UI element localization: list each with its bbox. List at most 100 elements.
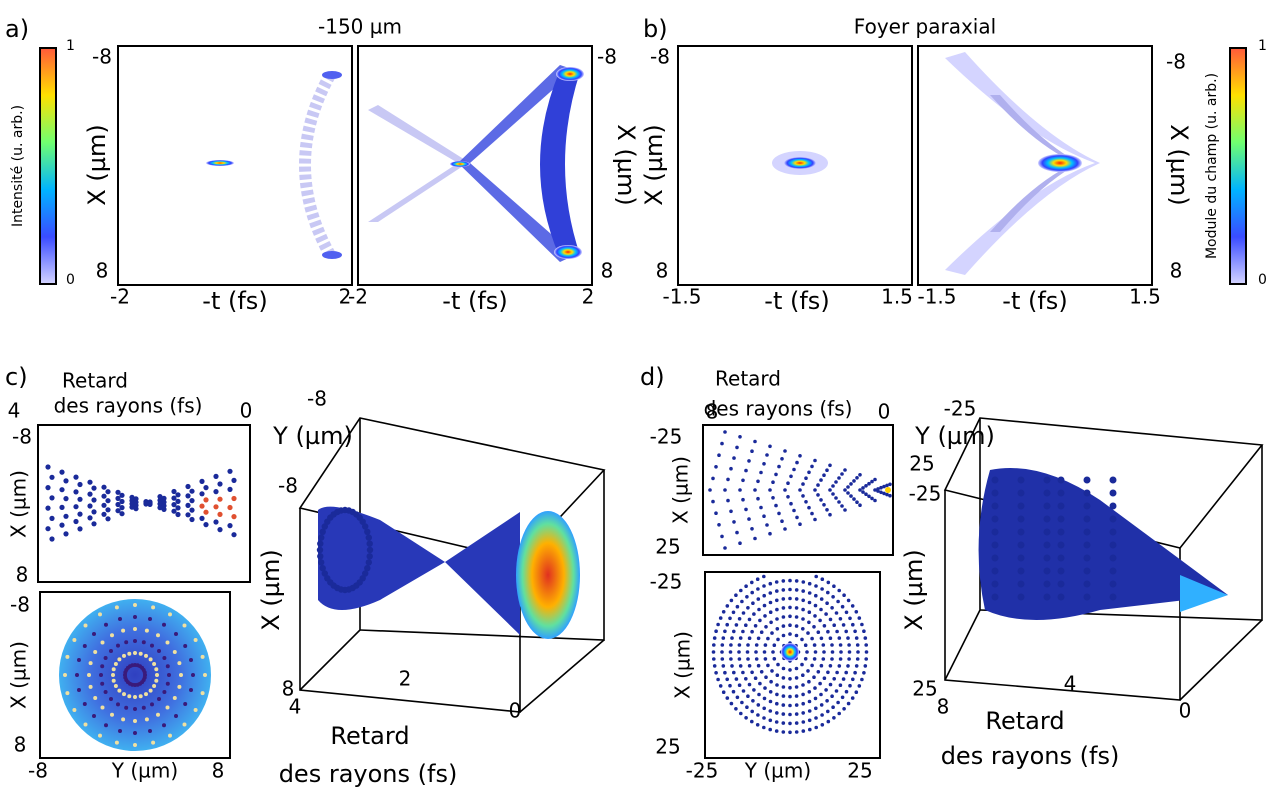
ray-dot	[747, 636, 752, 640]
ray-dot	[830, 650, 835, 654]
ray-dot	[816, 493, 820, 497]
delay-label: Retard	[330, 722, 409, 750]
ray-dot	[864, 484, 868, 488]
ray-dot	[91, 485, 97, 491]
ray-dot	[77, 511, 83, 517]
ray-dot	[867, 481, 871, 486]
ray-dot	[720, 534, 724, 539]
ray-dot	[144, 692, 148, 697]
ray-dot	[885, 492, 889, 497]
ray-dot	[840, 472, 844, 476]
ray-dot	[750, 590, 754, 595]
ray-dot	[103, 690, 108, 694]
x-tick-label: -2	[348, 285, 368, 309]
ray-dot	[154, 678, 159, 683]
ray-cone	[978, 468, 1228, 620]
ray-dot	[77, 481, 83, 488]
ray-pattern	[711, 574, 869, 735]
ray-dot	[199, 491, 205, 497]
ray-dot	[843, 508, 847, 512]
ray-dot	[834, 611, 839, 615]
ray-dot	[1057, 515, 1065, 523]
ray-dot	[849, 494, 853, 498]
ray-dot	[110, 712, 114, 717]
ray-dot	[177, 684, 182, 689]
ray-dot	[193, 638, 198, 642]
ray-dot	[855, 476, 859, 480]
ray-dot	[755, 723, 760, 727]
ray-dot	[115, 495, 121, 501]
ray-dot	[781, 694, 786, 698]
ray-dot	[729, 598, 734, 603]
ray-dot	[754, 657, 759, 661]
box-edge	[1179, 619, 1263, 701]
ray-dot	[852, 479, 856, 483]
ray-dot	[788, 694, 792, 699]
inset-title: des rayons (fs)	[54, 394, 203, 418]
ray-dot	[879, 485, 883, 490]
ray-dot	[227, 486, 233, 492]
ray-dot	[768, 591, 773, 595]
ray-dot	[801, 482, 805, 486]
ray-dot	[105, 507, 111, 513]
ray-dot	[716, 622, 720, 627]
ray-dot	[157, 697, 161, 701]
ray-dot	[762, 716, 766, 720]
y-tick-label: 8	[601, 259, 614, 283]
ray-dot	[835, 670, 839, 675]
ray-dot	[45, 526, 51, 532]
ray-dot	[771, 496, 775, 500]
ray-dot	[814, 574, 818, 579]
ray-dot	[114, 740, 119, 745]
ray-dot	[147, 501, 153, 507]
ray-dot	[798, 454, 802, 458]
ray-dot	[165, 664, 170, 669]
x-axis-label: X (µm)	[257, 549, 285, 630]
ray-dot	[712, 657, 716, 661]
ray-dot	[133, 506, 139, 512]
ray-dot	[819, 498, 823, 502]
ray-dot	[231, 532, 237, 538]
plot-frame	[702, 424, 894, 556]
ray-dot	[807, 679, 811, 684]
ray-dot	[171, 488, 177, 495]
ray-dot	[825, 699, 829, 703]
ray-dot	[832, 584, 836, 588]
ray-dot	[753, 488, 757, 492]
ray-dot	[737, 683, 742, 687]
ray-dot	[781, 633, 786, 638]
ray-dot	[362, 523, 369, 530]
ray-dot	[213, 519, 219, 525]
ray-center	[781, 643, 799, 661]
ray-dot	[1043, 580, 1051, 588]
ray-dot	[735, 445, 739, 450]
ray-dot	[807, 699, 812, 704]
ray-dot	[825, 508, 829, 512]
ray-dot	[855, 500, 859, 505]
ray-dot	[168, 612, 172, 617]
ray-dot	[822, 473, 826, 478]
ray-dot	[794, 666, 799, 671]
ray-dot	[843, 468, 847, 472]
ray-dot	[762, 514, 766, 518]
ray-dot	[751, 699, 755, 703]
ray-dot	[144, 628, 149, 633]
ray-dot	[774, 729, 779, 733]
ray-dot	[814, 593, 818, 598]
ray-dot	[133, 639, 137, 643]
ray-dot	[754, 650, 758, 654]
ray-dot	[723, 546, 727, 550]
ray-dot	[828, 682, 833, 687]
ray-dot	[762, 696, 767, 701]
ray-dot	[826, 629, 830, 634]
ray-dot	[133, 627, 137, 631]
y-tick-label: 8	[96, 259, 109, 283]
ray-dot	[175, 498, 181, 504]
ray-dot	[77, 496, 83, 502]
ray-dot	[816, 483, 820, 487]
ray-dot	[718, 684, 723, 688]
ray-dot	[45, 464, 51, 470]
colorbar-tick: 0	[1258, 272, 1267, 288]
ray-dot	[774, 720, 779, 724]
ray-dot	[756, 479, 760, 484]
